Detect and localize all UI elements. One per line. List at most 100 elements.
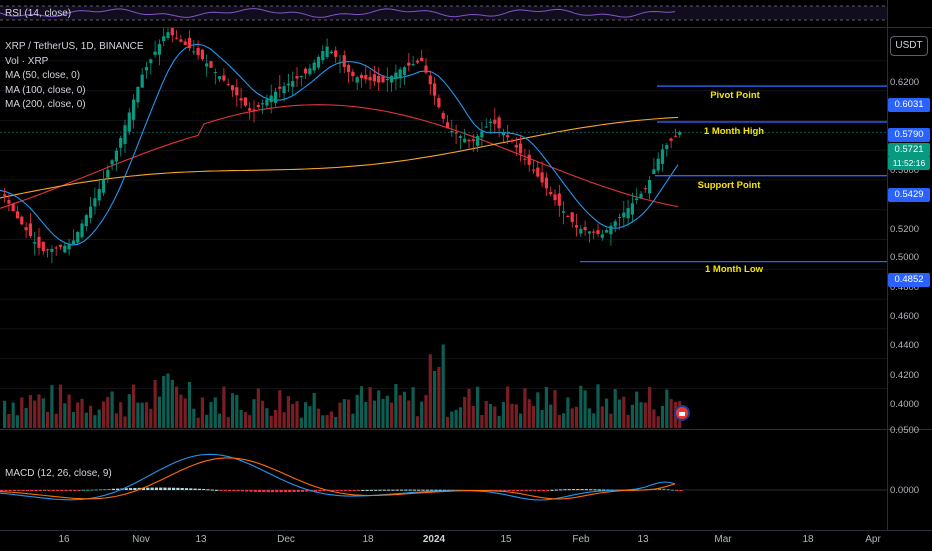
volume-bar [372, 400, 376, 428]
price-axis[interactable] [887, 0, 932, 530]
legend-ma100[interactable]: MA (100, close, 0) [5, 84, 86, 96]
volume-bar [540, 409, 544, 428]
volume-bar [54, 413, 58, 428]
volume-bar [278, 390, 282, 428]
macd-histogram-bar [395, 489, 399, 491]
macd-histogram-bar [520, 490, 524, 491]
candle-body [24, 227, 28, 231]
volume-bar [347, 399, 351, 428]
currency-selector[interactable]: USDT [890, 36, 928, 56]
volume-bar [7, 413, 11, 428]
macd-pane[interactable] [0, 430, 887, 530]
candle-body [458, 136, 462, 138]
volume-bar [506, 386, 510, 428]
volume-bar [41, 398, 45, 428]
volume-bar [527, 399, 531, 428]
candle-body [579, 228, 583, 234]
candle-body [97, 189, 101, 201]
time-axis[interactable] [0, 530, 932, 551]
countdown-badge: 11:52:16 [888, 156, 930, 170]
macd-histogram-bar [124, 488, 128, 490]
macd-histogram-bar [146, 487, 150, 490]
macd-histogram-bar [232, 490, 236, 491]
macd-histogram-bar [339, 490, 343, 491]
candle-body [501, 132, 505, 136]
volume-bar [230, 393, 235, 428]
volume-bar [484, 401, 488, 428]
volume-bar [162, 375, 166, 428]
pane-separator-macd[interactable] [0, 429, 932, 430]
volume-bar [84, 412, 88, 428]
candle-body [519, 143, 523, 154]
candle-body [463, 138, 467, 143]
candle-body [110, 160, 114, 165]
volume-bar [566, 397, 570, 428]
legend-volume[interactable]: Vol · XRP [5, 55, 49, 67]
volume-bar [248, 415, 252, 428]
volume-bar [424, 394, 428, 428]
volume-bar [605, 398, 609, 428]
candle-body [596, 230, 600, 235]
candle-body [106, 169, 110, 178]
macd-histogram-bar [133, 487, 137, 490]
volume-bar [385, 395, 389, 428]
volume-bar [304, 402, 308, 428]
candle-body [71, 240, 75, 245]
macd-histogram-bar [141, 487, 146, 490]
macd-histogram-bar [597, 489, 601, 491]
candle-body [402, 67, 407, 75]
macd-histogram-bar [580, 489, 584, 491]
candle-body [166, 32, 170, 39]
month-high-label: 1 Month High [703, 126, 765, 137]
candle-body [424, 65, 428, 73]
volume-bar [256, 388, 260, 428]
volume-bar [338, 402, 342, 428]
macd-histogram-bar [589, 489, 593, 491]
legend-ma50[interactable]: MA (50, close, 0) [5, 70, 81, 81]
volume-bar [630, 404, 634, 428]
macd-histogram-bar [34, 490, 38, 491]
macd-histogram-bar [546, 490, 550, 491]
volume-bar [415, 416, 419, 428]
volume-bar [450, 411, 454, 428]
macd-histogram-bar [30, 490, 34, 491]
macd-histogram-bar [657, 488, 662, 490]
candle-body [562, 211, 566, 213]
macd-histogram-bar [47, 490, 51, 491]
macd-histogram-bar [602, 489, 606, 491]
volume-bar [652, 409, 656, 428]
candle-body [15, 211, 20, 219]
macd-histogram-bar [163, 487, 167, 490]
pane-separator-rsi[interactable] [0, 27, 932, 28]
legend-symbol[interactable]: XRP / TetherUS, 1D, BINANCE [5, 41, 144, 52]
price-tick: 0.6200 [890, 77, 920, 88]
candle-body [84, 215, 88, 227]
macd-histogram-bar [533, 490, 537, 491]
candle-body [510, 140, 514, 142]
price-chart[interactable] [0, 28, 887, 428]
candle-body [286, 83, 290, 86]
volume-bar [76, 402, 80, 428]
volume-bar [381, 398, 385, 428]
volume-bar [261, 400, 265, 428]
candle-body [570, 212, 574, 223]
volume-bar [265, 408, 269, 428]
candle-body [656, 158, 660, 171]
volume-bar [355, 394, 359, 428]
volume-bar [407, 400, 411, 428]
candle-body [643, 188, 647, 190]
time-label: Dec [277, 534, 295, 545]
candle-body [54, 247, 58, 249]
price-tick: 0.4000 [890, 399, 920, 410]
volume-bar [291, 403, 295, 428]
legend-ma200[interactable]: MA (200, close, 0) [5, 99, 86, 110]
price-tick: 0.4800 [890, 282, 920, 293]
rsi-pane[interactable] [0, 0, 887, 26]
volume-bar [3, 400, 7, 428]
macd-histogram-bar [68, 490, 72, 491]
event-flag-icon[interactable] [674, 405, 690, 421]
candle-body [192, 51, 196, 53]
macd-histogram-bar [516, 490, 520, 491]
candle-body [278, 86, 282, 89]
macd-histogram-bar [387, 489, 391, 491]
